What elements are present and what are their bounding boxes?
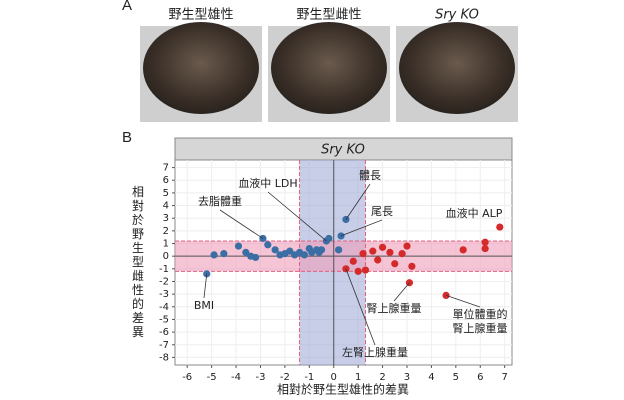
y-tick-label: -5 <box>159 314 169 325</box>
point <box>378 243 387 251</box>
point <box>286 247 294 255</box>
y-tick-label: -8 <box>159 352 169 363</box>
x-tick-label: -2 <box>280 372 290 383</box>
point <box>354 267 362 275</box>
annotation: 體長 <box>359 169 381 182</box>
point <box>251 253 260 262</box>
photo <box>399 22 515 114</box>
point <box>349 257 357 265</box>
y-tick-label: 6 <box>163 175 169 186</box>
x-tick-label: -1 <box>304 372 314 383</box>
x-tick-label: 1 <box>355 372 361 383</box>
leader-line <box>445 295 481 308</box>
y-tick-label: -3 <box>159 289 169 300</box>
point <box>242 248 250 256</box>
point <box>317 246 326 254</box>
chart-title: Sry KO <box>321 143 365 158</box>
annotation: 血液中 ALP <box>446 206 503 220</box>
leader-line <box>393 282 410 302</box>
point <box>325 234 333 243</box>
x-axis-label: 相對於野生型雄性的差異 <box>277 382 409 397</box>
x-tick-label: 6 <box>477 372 483 383</box>
point <box>398 250 406 258</box>
x-tick-label: 5 <box>453 372 459 383</box>
x-tick-label: 3 <box>404 372 410 383</box>
point <box>210 251 218 259</box>
leader-line <box>219 209 264 239</box>
point <box>335 246 343 254</box>
point <box>386 248 394 256</box>
x-tick-label: 4 <box>428 372 434 383</box>
annotation: 尾長 <box>371 205 393 218</box>
x-tick-label: -3 <box>255 372 265 383</box>
annotation: 去脂體重 <box>198 194 242 208</box>
point <box>271 246 279 254</box>
photos <box>140 22 518 122</box>
point <box>496 223 504 231</box>
x-tick-label: 2 <box>379 372 385 383</box>
y-tick-label: 3 <box>163 213 169 224</box>
y-tick-label: 0 <box>163 251 169 262</box>
annotation: 左腎上腺重量 <box>342 345 408 359</box>
point <box>481 244 489 253</box>
y-tick-label: -1 <box>159 264 169 275</box>
x-tick-label: -4 <box>231 372 241 383</box>
panel-label: B <box>122 129 132 146</box>
point <box>369 247 377 255</box>
y-tick-label: 7 <box>163 163 169 174</box>
y-tick-label: 1 <box>163 239 169 250</box>
leader-line <box>267 191 327 242</box>
annotation: 單位體重的 <box>453 307 508 321</box>
point <box>374 256 382 264</box>
y-axis-label: 相對於野生型雌性的差異 <box>132 185 144 339</box>
photo <box>143 22 259 114</box>
annotation: BMI <box>194 299 214 312</box>
panel-label: A <box>122 0 132 14</box>
point <box>361 266 370 274</box>
x-tick-label: 7 <box>501 372 507 383</box>
x-tick-label: 0 <box>331 372 337 383</box>
point <box>459 246 467 254</box>
x-tick-label: -6 <box>182 372 192 383</box>
point <box>234 242 243 250</box>
y-tick-label: 2 <box>163 226 169 237</box>
y-tick-label: 4 <box>163 201 169 212</box>
photo <box>271 22 387 114</box>
annotation: 血液中 LDH <box>238 176 297 190</box>
leader-line <box>203 273 208 299</box>
photo-label: 野生型雌性 <box>296 7 361 23</box>
point <box>300 251 309 259</box>
point <box>481 238 489 246</box>
point <box>408 262 416 270</box>
annotation: 腎上腺重量 <box>453 321 508 335</box>
annotation: 腎上腺重量 <box>367 301 422 315</box>
leader-line <box>340 219 383 237</box>
leader-line <box>345 268 376 346</box>
photo-label: 野生型雄性 <box>168 8 233 23</box>
x-tick-label: -5 <box>207 372 217 383</box>
photo-label: Sry KO <box>435 8 479 23</box>
point <box>220 250 228 258</box>
leader-line <box>345 183 371 220</box>
point <box>391 260 399 268</box>
point <box>403 242 411 250</box>
y-tick-label: -7 <box>159 340 169 351</box>
point <box>264 241 272 249</box>
point <box>359 250 367 258</box>
y-tick-label: -2 <box>159 276 169 287</box>
y-tick-label: -4 <box>159 302 169 313</box>
y-tick-label: 5 <box>163 188 169 199</box>
y-tick-label: -6 <box>159 327 169 338</box>
